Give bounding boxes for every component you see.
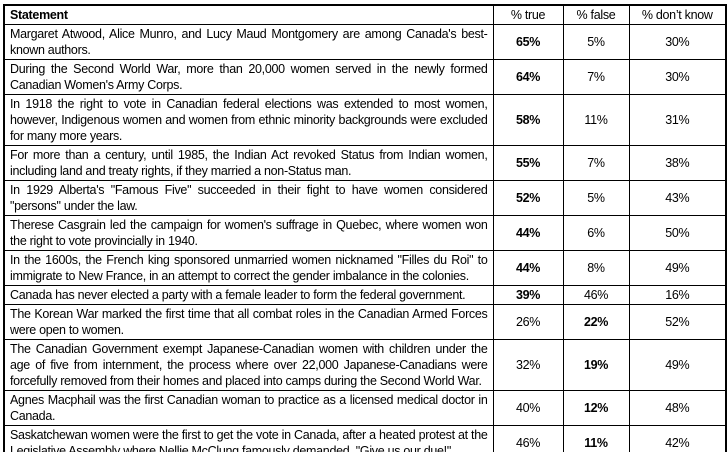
pct-false-cell: 6% — [562, 215, 630, 251]
pct-true-cell: 32% — [492, 339, 564, 391]
pct-false-cell: 5% — [562, 180, 630, 216]
pct-dont-know-cell: 50% — [628, 215, 727, 251]
table-row: Saskatchewan women were the first to get… — [3, 425, 727, 452]
statement-cell: Margaret Atwood, Alice Munro, and Lucy M… — [3, 24, 494, 60]
pct-false-cell: 11% — [562, 94, 630, 146]
pct-true-cell: 65% — [492, 24, 564, 60]
pct-dont-know-cell: 30% — [628, 59, 727, 95]
statement-cell: For more than a century, until 1985, the… — [3, 145, 494, 181]
statement-cell: The Canadian Government exempt Japanese-… — [3, 339, 494, 391]
pct-false-cell: 19% — [562, 339, 630, 391]
statement-cell: Canada has never elected a party with a … — [3, 285, 494, 305]
column-header-statement: Statement — [3, 4, 494, 25]
column-header-pct-dont-know: % don’t know — [628, 4, 727, 25]
survey-results-table: Statement % true % false % don’t know Ma… — [3, 4, 727, 452]
pct-true-cell: 58% — [492, 94, 564, 146]
pct-dont-know-cell: 49% — [628, 339, 727, 391]
pct-true-cell: 44% — [492, 250, 564, 286]
statement-cell: The Korean War marked the first time tha… — [3, 304, 494, 340]
column-header-pct-false: % false — [562, 4, 630, 25]
pct-true-cell: 26% — [492, 304, 564, 340]
table-row: In 1929 Alberta's "Famous Five" succeede… — [3, 180, 727, 216]
pct-false-cell: 5% — [562, 24, 630, 60]
table-row: In 1918 the right to vote in Canadian fe… — [3, 94, 727, 146]
table-row: The Korean War marked the first time tha… — [3, 304, 727, 340]
pct-dont-know-cell: 30% — [628, 24, 727, 60]
statement-cell: Therese Casgrain led the campaign for wo… — [3, 215, 494, 251]
pct-dont-know-cell: 31% — [628, 94, 727, 146]
pct-dont-know-cell: 49% — [628, 250, 727, 286]
statement-cell: Agnes Macphail was the first Canadian wo… — [3, 390, 494, 426]
pct-true-cell: 46% — [492, 425, 564, 452]
pct-dont-know-cell: 38% — [628, 145, 727, 181]
table-row: Margaret Atwood, Alice Munro, and Lucy M… — [3, 24, 727, 60]
table-row: In the 1600s, the French king sponsored … — [3, 250, 727, 286]
pct-false-cell: 7% — [562, 145, 630, 181]
pct-true-cell: 40% — [492, 390, 564, 426]
header-row: Statement % true % false % don’t know — [3, 4, 727, 25]
table-row: Agnes Macphail was the first Canadian wo… — [3, 390, 727, 426]
pct-false-cell: 7% — [562, 59, 630, 95]
pct-true-cell: 44% — [492, 215, 564, 251]
pct-dont-know-cell: 52% — [628, 304, 727, 340]
pct-false-cell: 46% — [562, 285, 630, 305]
pct-true-cell: 39% — [492, 285, 564, 305]
pct-dont-know-cell: 48% — [628, 390, 727, 426]
pct-true-cell: 52% — [492, 180, 564, 216]
pct-false-cell: 12% — [562, 390, 630, 426]
pct-false-cell: 22% — [562, 304, 630, 340]
pct-false-cell: 11% — [562, 425, 630, 452]
table-row: The Canadian Government exempt Japanese-… — [3, 339, 727, 391]
statement-cell: In 1929 Alberta's "Famous Five" succeede… — [3, 180, 494, 216]
pct-dont-know-cell: 42% — [628, 425, 727, 452]
pct-true-cell: 55% — [492, 145, 564, 181]
pct-dont-know-cell: 43% — [628, 180, 727, 216]
statement-cell: In 1918 the right to vote in Canadian fe… — [3, 94, 494, 146]
statement-cell: During the Second World War, more than 2… — [3, 59, 494, 95]
table-row: During the Second World War, more than 2… — [3, 59, 727, 95]
pct-true-cell: 64% — [492, 59, 564, 95]
column-header-pct-true: % true — [492, 4, 564, 25]
statement-cell: Saskatchewan women were the first to get… — [3, 425, 494, 452]
table-row: Canada has never elected a party with a … — [3, 285, 727, 305]
statement-cell: In the 1600s, the French king sponsored … — [3, 250, 494, 286]
pct-false-cell: 8% — [562, 250, 630, 286]
table-row: For more than a century, until 1985, the… — [3, 145, 727, 181]
table-row: Therese Casgrain led the campaign for wo… — [3, 215, 727, 251]
pct-dont-know-cell: 16% — [628, 285, 727, 305]
